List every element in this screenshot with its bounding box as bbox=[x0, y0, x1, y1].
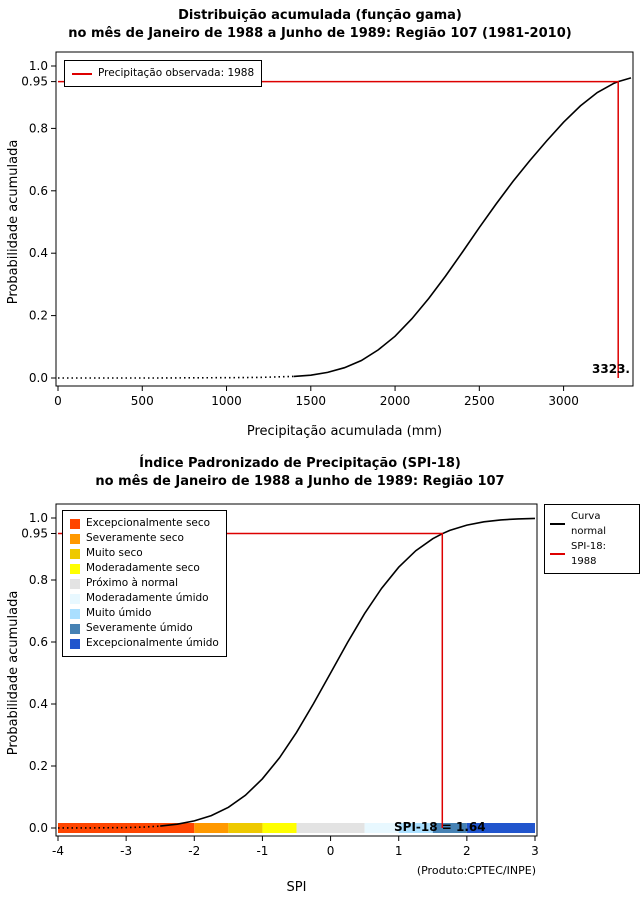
legend-item-label: Curva normal bbox=[571, 511, 607, 537]
spi-category-legend: Excepcionalmente seco Severamente seco M… bbox=[62, 510, 227, 657]
normal-cdf-curve bbox=[160, 517, 536, 827]
y-tick-label: 0.2 bbox=[29, 309, 48, 323]
category-swatch bbox=[70, 518, 80, 529]
gamma-cdf-flat bbox=[58, 375, 294, 379]
chart-subtitle: no mês de Janeiro de 1988 a Junho de 198… bbox=[68, 26, 572, 41]
observed-precip-legend: Precipitação observada: 1988 bbox=[64, 60, 263, 87]
category-swatch bbox=[70, 593, 80, 604]
category-swatch bbox=[70, 623, 80, 634]
y-tick-label: 1.0 bbox=[29, 59, 48, 73]
legend-item-label: Excepcionalmente seco bbox=[86, 517, 211, 529]
legend-item: Moderadamente úmido bbox=[70, 591, 219, 606]
legend-item-label: Excepcionalmente úmido bbox=[86, 637, 219, 649]
spi-category-bar-segment bbox=[364, 823, 399, 833]
x-axis-label: Precipitação acumulada (mm) bbox=[246, 424, 443, 439]
legend-item: SPI-18: 1988 bbox=[550, 539, 634, 569]
y-tick-label: 0.6 bbox=[29, 635, 48, 649]
legend-item-label: Próximo à normal bbox=[86, 577, 179, 589]
chart-subtitle: no mês de Janeiro de 1988 a Junho de 198… bbox=[95, 474, 505, 489]
x-tick-label: -4 bbox=[52, 844, 64, 858]
legend-item: Severamente seco bbox=[70, 531, 219, 546]
legend-item: Moderadamente seco bbox=[70, 561, 219, 576]
legend-item: Precipitação observada: 1988 bbox=[72, 66, 254, 81]
y-tick-label: 0.8 bbox=[29, 573, 48, 587]
gamma-cdf-plot: 0 500 1000 1500 2000 2500 3000 0.0 0.2 0.4 0.6 0.8 0… bbox=[21, 51, 634, 408]
legend-item-label: Severamente úmido bbox=[86, 622, 193, 634]
plot-border bbox=[55, 503, 538, 837]
x-tick-label: 2 bbox=[463, 844, 471, 858]
spi-category-bar-segment bbox=[398, 823, 433, 833]
x-tick-label: 1000 bbox=[211, 394, 242, 408]
black-line-swatch bbox=[550, 523, 565, 525]
x-tick-label: 2500 bbox=[464, 394, 495, 408]
legend-item: Severamente úmido bbox=[70, 621, 219, 636]
chart-title: Índice Padronizado de Precipitação (SPI-… bbox=[139, 456, 461, 471]
x-tick-label: 0 bbox=[327, 844, 335, 858]
x-tick-label: -2 bbox=[188, 844, 200, 858]
category-swatch bbox=[70, 608, 80, 619]
curve-legend: Curva normal SPI-18: 1988 bbox=[544, 504, 640, 574]
x-tick-label: -1 bbox=[256, 844, 268, 858]
x-tick-label: 3 bbox=[531, 844, 539, 858]
y-tick-label: 0.95 bbox=[21, 527, 48, 541]
gamma-cdf-panel: Distribuição acumulada (função gama) no … bbox=[6, 8, 634, 439]
spi-cdf-plot: -4 -3 -2 -1 0 1 2 3 0.0 0.2 0.4 0.6 0.8 0.95 1.0 bbox=[21, 503, 539, 858]
legend-item: Excepcionalmente seco bbox=[70, 516, 219, 531]
observed-value-label: 3323. bbox=[592, 362, 630, 376]
y-axis-label: Probabilidade acumulada bbox=[6, 139, 21, 305]
spi-category-bar-segment bbox=[194, 823, 229, 833]
spi-panel: Índice Padronizado de Precipitação (SPI-… bbox=[0, 450, 640, 900]
y-tick-label: 0.8 bbox=[29, 121, 48, 135]
x-tick-label: 2000 bbox=[380, 394, 411, 408]
spi-category-bar-segment bbox=[432, 823, 467, 833]
y-axis-label: Probabilidade acumulada bbox=[6, 590, 21, 756]
chart-title: Distribuição acumulada (função gama) bbox=[178, 8, 462, 23]
legend-item-label: Moderadamente úmido bbox=[86, 592, 209, 604]
spi-category-bar-segment bbox=[466, 823, 535, 833]
category-swatch bbox=[70, 563, 80, 574]
legend-item-label: SPI-18: 1988 bbox=[571, 541, 607, 567]
category-swatch bbox=[70, 638, 80, 649]
x-tick-label: 1 bbox=[395, 844, 403, 858]
legend-item: Curva normal bbox=[550, 509, 634, 539]
y-tick-label: 0.0 bbox=[29, 821, 48, 835]
legend-item-label: Moderadamente seco bbox=[86, 562, 200, 574]
spi-category-bar-segment bbox=[228, 823, 263, 833]
plot-border bbox=[55, 51, 634, 387]
category-swatch bbox=[70, 578, 80, 589]
x-tick-label: 500 bbox=[131, 394, 154, 408]
legend-item-label: Muito seco bbox=[86, 547, 143, 559]
legend-item-label: Muito úmido bbox=[86, 607, 152, 619]
legend-item: Excepcionalmente úmido bbox=[70, 636, 219, 651]
red-line-swatch bbox=[72, 72, 92, 75]
legend-item-label: Severamente seco bbox=[86, 532, 184, 544]
credit-text: (Produto:CPTEC/INPE) bbox=[416, 864, 536, 877]
category-swatch bbox=[70, 533, 80, 544]
y-tick-label: 0.4 bbox=[29, 246, 48, 260]
x-tick-label: -3 bbox=[120, 844, 132, 858]
spi-category-bar-segment bbox=[262, 823, 297, 833]
x-tick-label: 1500 bbox=[296, 394, 327, 408]
x-axis-label: SPI bbox=[286, 880, 307, 895]
x-tick-label: 0 bbox=[54, 394, 62, 408]
x-tick-label: 3000 bbox=[548, 394, 579, 408]
y-tick-label: 0.0 bbox=[29, 371, 48, 385]
spi-value-annotation: SPI-18 = 1.64 bbox=[394, 820, 486, 834]
legend-item: Muito úmido bbox=[70, 606, 219, 621]
legend-item: Próximo à normal bbox=[70, 576, 219, 591]
gamma-cdf-curve bbox=[293, 77, 632, 378]
observed-marker-line bbox=[58, 80, 619, 378]
y-tick-label: 0.6 bbox=[29, 184, 48, 198]
y-tick-label: 0.95 bbox=[21, 75, 48, 89]
y-tick-label: 1.0 bbox=[29, 511, 48, 525]
legend-item: Muito seco bbox=[70, 546, 219, 561]
y-tick-label: 0.2 bbox=[29, 759, 48, 773]
y-tick-label: 0.4 bbox=[29, 697, 48, 711]
category-swatch bbox=[70, 548, 80, 559]
spi-category-bar-segment bbox=[296, 823, 365, 833]
normal-cdf-flat bbox=[57, 825, 161, 829]
legend-item-label: Precipitação observada: 1988 bbox=[98, 67, 255, 79]
red-line-swatch bbox=[550, 553, 565, 555]
